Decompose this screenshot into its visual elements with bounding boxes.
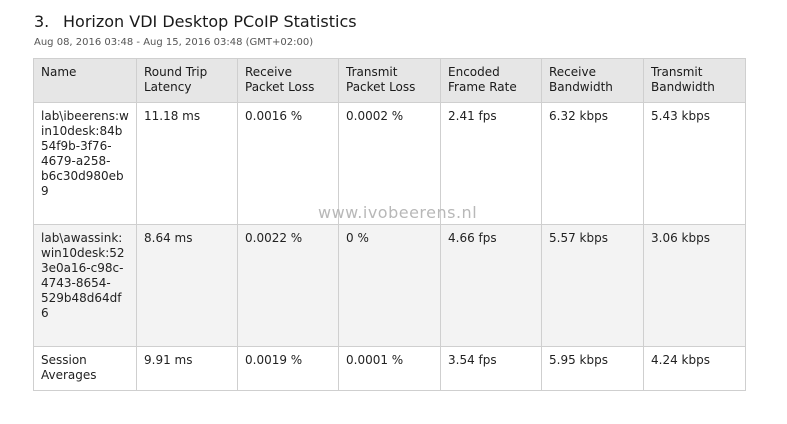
transmit-packet-loss-cell: 0 % [338,224,441,347]
column-header-transmit-bandwidth: Transmit Bandwidth [643,58,746,103]
session-name-cell: lab\ibeerens:win10desk:84b54f9b-3f76-467… [33,102,137,225]
receive-packet-loss-cell: 0.0016 % [237,102,339,225]
table-row: lab\awassink:win10desk:523e0a16-c98c-474… [33,224,746,347]
receive-packet-loss-cell: 0.0019 % [237,346,339,391]
column-header-encoded-frame-rate: Encoded Frame Rate [440,58,542,103]
transmit-bandwidth-cell: 4.24 kbps [643,346,746,391]
report-heading: 3. Horizon VDI Desktop PCoIP Statistics [34,12,357,31]
report-date-range: Aug 08, 2016 03:48 - Aug 15, 2016 03:48 … [34,37,314,48]
transmit-bandwidth-cell: 3.06 kbps [643,224,746,347]
table-header-row: Name Round Trip Latency Receive Packet L… [33,58,746,103]
round-trip-latency-cell: 8.64 ms [136,224,238,347]
column-header-name: Name [33,58,137,103]
encoded-frame-rate-cell: 4.66 fps [440,224,542,347]
round-trip-latency-cell: 9.91 ms [136,346,238,391]
receive-packet-loss-cell: 0.0022 % [237,224,339,347]
column-header-transmit-packet-loss: Transmit Packet Loss [338,58,441,103]
pcoip-statistics-table: Name Round Trip Latency Receive Packet L… [33,58,746,391]
encoded-frame-rate-cell: 3.54 fps [440,346,542,391]
receive-bandwidth-cell: 6.32 kbps [541,102,644,225]
receive-bandwidth-cell: 5.95 kbps [541,346,644,391]
session-averages-label: Session Averages [33,346,137,391]
column-header-round-trip-latency: Round Trip Latency [136,58,238,103]
column-header-receive-bandwidth: Receive Bandwidth [541,58,644,103]
report-number: 3. [34,12,50,31]
table-row: lab\ibeerens:win10desk:84b54f9b-3f76-467… [33,102,746,225]
transmit-packet-loss-cell: 0.0001 % [338,346,441,391]
session-name-cell: lab\awassink:win10desk:523e0a16-c98c-474… [33,224,137,347]
round-trip-latency-cell: 11.18 ms [136,102,238,225]
watermark: www.ivobeerens.nl [318,203,478,222]
column-header-receive-packet-loss: Receive Packet Loss [237,58,339,103]
report-title: Horizon VDI Desktop PCoIP Statistics [63,12,357,31]
table-row-averages: Session Averages 9.91 ms 0.0019 % 0.0001… [33,346,746,391]
transmit-bandwidth-cell: 5.43 kbps [643,102,746,225]
receive-bandwidth-cell: 5.57 kbps [541,224,644,347]
